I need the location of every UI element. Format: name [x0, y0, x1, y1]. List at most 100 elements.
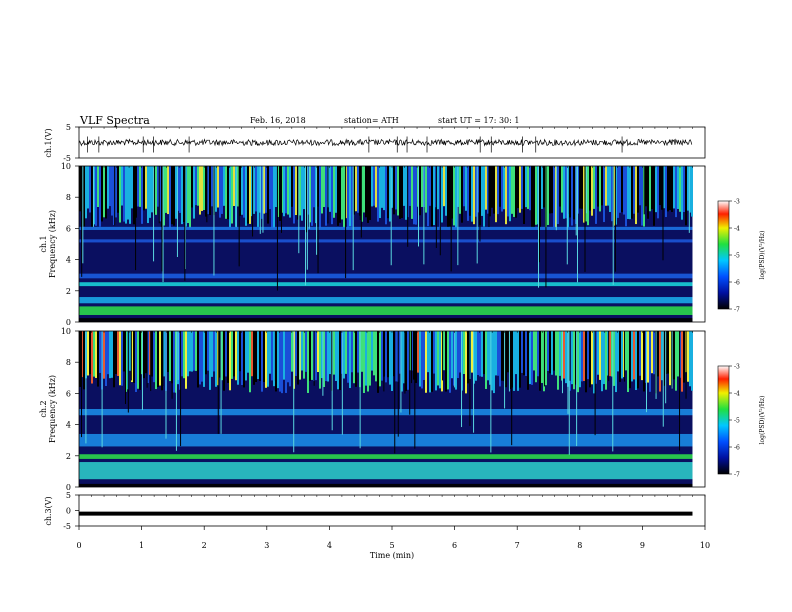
- spectral-column: [257, 331, 259, 380]
- spectral-column: [337, 331, 339, 390]
- spectral-column: [657, 331, 659, 377]
- spectral-column: [83, 166, 85, 227]
- spectral-column: [313, 166, 315, 208]
- spectral-column: [499, 331, 501, 387]
- ch3-waveform-panel: ch.3(V) 5 0 -5: [44, 491, 706, 531]
- spectral-column: [289, 166, 291, 218]
- spectral-column: [527, 331, 529, 390]
- spectral-column: [173, 331, 175, 393]
- spectral-column: [287, 331, 289, 383]
- spectral-column: [417, 331, 419, 373]
- ch2-spectrogram-image: [79, 331, 693, 487]
- spectral-column: [297, 331, 299, 385]
- spectral-column: [361, 166, 363, 222]
- spectral-column: [309, 166, 311, 223]
- spectral-column: [391, 166, 393, 208]
- spectral-column: [201, 331, 203, 382]
- spectral-column: [233, 166, 235, 207]
- spectral-column: [137, 166, 139, 207]
- spectral-column: [627, 331, 629, 393]
- spectral-column: [285, 331, 287, 393]
- spectral-column: [179, 331, 181, 390]
- spectral-column: [199, 331, 201, 385]
- spectral-column: [639, 166, 641, 206]
- spectral-column: [659, 166, 661, 206]
- ch1-colorbar-ticks: -3 -4 -5 -6 -7: [729, 199, 740, 314]
- spectral-column: [129, 331, 131, 371]
- spectral-column: [243, 331, 245, 388]
- spectral-column: [307, 166, 309, 215]
- spectral-column: [299, 166, 301, 216]
- spectral-column: [617, 166, 619, 218]
- spectral-column: [629, 166, 631, 220]
- spectral-column: [279, 331, 281, 392]
- spectral-column: [379, 166, 381, 219]
- spectral-column: [197, 166, 199, 206]
- spectral-column: [601, 166, 603, 206]
- spectral-column: [573, 166, 575, 220]
- spectral-column: [349, 166, 351, 227]
- spectral-column: [113, 331, 115, 388]
- spectral-column: [401, 166, 403, 219]
- spectral-column: [375, 331, 377, 382]
- spectral-column: [255, 166, 257, 212]
- spectral-column: [459, 166, 461, 214]
- spectral-column: [169, 331, 171, 382]
- spectral-column: [485, 166, 487, 210]
- spectral-band: [79, 273, 693, 279]
- spectral-column: [571, 166, 573, 226]
- spectral-column: [157, 331, 159, 388]
- spectral-column: [663, 331, 665, 386]
- spectral-column: [435, 331, 437, 391]
- spectral-column: [345, 331, 347, 374]
- spectral-column: [581, 166, 583, 209]
- colorbar-tick-label: -7: [734, 307, 740, 314]
- spectral-column: [191, 166, 193, 208]
- spectral-column: [263, 166, 265, 214]
- spectral-column: [289, 331, 291, 387]
- spectral-column: [457, 331, 459, 379]
- spectral-column: [563, 166, 565, 219]
- spectral-column: [605, 331, 607, 390]
- spectral-column: [291, 331, 293, 372]
- spectral-column: [251, 331, 253, 377]
- spectral-column: [361, 331, 363, 372]
- spectral-column: [129, 166, 131, 224]
- spectral-column: [201, 166, 203, 212]
- spectral-column: [621, 166, 623, 213]
- spectral-column: [557, 166, 559, 225]
- spectral-column: [271, 166, 273, 228]
- spectral-column: [463, 331, 465, 375]
- spectral-column: [365, 166, 367, 218]
- spectral-band: [79, 282, 693, 287]
- spectral-column: [173, 166, 175, 226]
- spectral-column: [681, 331, 683, 392]
- spectral-column: [541, 331, 543, 383]
- spectral-column: [601, 331, 603, 392]
- colorbar-tick-label: -4: [734, 391, 740, 398]
- spectral-column: [465, 331, 467, 394]
- spectral-column: [389, 166, 391, 222]
- spectral-column: [441, 331, 443, 392]
- spectral-column: [287, 166, 289, 215]
- spectral-column: [397, 166, 399, 216]
- spectral-band: [79, 306, 693, 315]
- xtick-label: 3: [264, 541, 269, 550]
- spectral-column: [281, 166, 283, 213]
- spectral-column: [147, 331, 149, 384]
- spectral-column: [263, 331, 265, 382]
- spectral-column: [547, 331, 549, 371]
- spectral-column: [593, 166, 595, 209]
- spectral-column: [579, 166, 581, 209]
- spectral-column: [185, 331, 187, 389]
- spectral-column: [489, 331, 491, 385]
- spectral-column: [147, 166, 149, 224]
- spectral-column: [543, 166, 545, 208]
- spectral-column: [425, 331, 427, 393]
- spectral-column: [219, 166, 221, 218]
- colorbar-tick-label: -7: [734, 472, 740, 479]
- spectral-column: [597, 331, 599, 375]
- spectral-column: [111, 166, 113, 216]
- colorbar-tick-label: -6: [734, 445, 740, 452]
- spectral-column: [273, 331, 275, 387]
